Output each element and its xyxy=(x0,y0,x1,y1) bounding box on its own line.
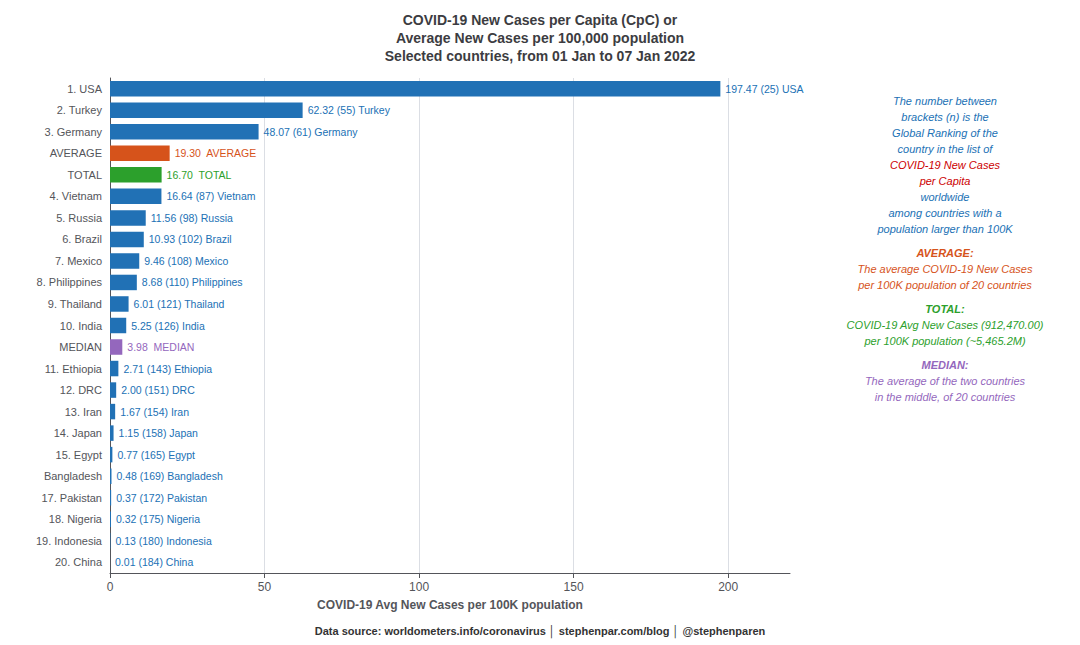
svg-text:TOTAL: TOTAL xyxy=(68,169,102,181)
svg-text:Data source: worldometers.info: Data source: worldometers.info/coronavir… xyxy=(315,624,766,639)
svg-text:16.64 (87) Vietnam: 16.64 (87) Vietnam xyxy=(166,190,255,202)
svg-text:6. Brazil: 6. Brazil xyxy=(62,233,102,245)
svg-text:per 100K population of 20 coun: per 100K population of 20 countries xyxy=(857,279,1032,291)
svg-text:12. DRC: 12. DRC xyxy=(60,384,102,396)
svg-text:3. Germany: 3. Germany xyxy=(45,126,103,138)
svg-text:The average COVID-19 New Cases: The average COVID-19 New Cases xyxy=(858,263,1033,275)
svg-text:2. Turkey: 2. Turkey xyxy=(57,104,103,116)
svg-text:10. India: 10. India xyxy=(60,320,103,332)
svg-text:The number between: The number between xyxy=(893,95,997,107)
svg-text:10.93 (102) Brazil: 10.93 (102) Brazil xyxy=(149,233,232,245)
svg-text:0.32 (175) Nigeria: 0.32 (175) Nigeria xyxy=(116,513,200,525)
svg-text:13. Iran: 13. Iran xyxy=(65,406,102,418)
svg-text:50: 50 xyxy=(258,580,272,594)
svg-text:62.32 (55) Turkey: 62.32 (55) Turkey xyxy=(308,104,391,116)
svg-text:per Capita: per Capita xyxy=(919,175,971,187)
svg-text:48.07 (61) Germany: 48.07 (61) Germany xyxy=(264,126,359,138)
svg-text:6.01 (121) Thailand: 6.01 (121) Thailand xyxy=(134,298,225,310)
svg-text:197.47 (25) USA: 197.47 (25) USA xyxy=(725,83,803,95)
svg-text:COVID-19 Avg New Cases per 100: COVID-19 Avg New Cases per 100K populati… xyxy=(317,598,583,612)
svg-text:11.56 (98) Russia: 11.56 (98) Russia xyxy=(151,212,233,224)
svg-text:150: 150 xyxy=(564,580,584,594)
svg-text:TOTAL:: TOTAL: xyxy=(925,303,965,315)
svg-text:0.01 (184) China: 0.01 (184) China xyxy=(115,556,193,568)
svg-text:brackets (n) is the: brackets (n) is the xyxy=(901,111,988,123)
svg-text:COVID-19 New Cases: COVID-19 New Cases xyxy=(890,159,1001,171)
svg-text:5.25 (126) India: 5.25 (126) India xyxy=(131,320,205,332)
svg-text:country in the list of: country in the list of xyxy=(898,143,994,155)
svg-text:18. Nigeria: 18. Nigeria xyxy=(49,513,103,525)
svg-text:8.68 (110) Philippines: 8.68 (110) Philippines xyxy=(142,276,243,288)
svg-text:0.48 (169) Bangladesh: 0.48 (169) Bangladesh xyxy=(116,470,222,482)
svg-text:0.37 (172) Pakistan: 0.37 (172) Pakistan xyxy=(116,492,207,504)
svg-text:among countries with a: among countries with a xyxy=(888,207,1001,219)
svg-text:AVERAGE: AVERAGE xyxy=(50,147,102,159)
svg-text:population larger than 100K: population larger than 100K xyxy=(876,223,1013,235)
svg-text:11. Ethiopia: 11. Ethiopia xyxy=(45,363,103,375)
svg-text:3.98 MEDIAN: 3.98 MEDIAN xyxy=(127,341,194,353)
svg-text:MEDIAN: MEDIAN xyxy=(59,341,102,353)
svg-text:per 100K population (~5,465.2M: per 100K population (~5,465.2M) xyxy=(863,335,1025,347)
svg-text:Selected countries, from 01 Ja: Selected countries, from 01 Jan to 07 Ja… xyxy=(385,48,696,64)
svg-text:2.00 (151) DRC: 2.00 (151) DRC xyxy=(121,384,195,396)
svg-text:worldwide: worldwide xyxy=(921,191,970,203)
svg-text:16.70 TOTAL: 16.70 TOTAL xyxy=(167,169,232,181)
svg-text:COVID-19 Avg New Cases (912,47: COVID-19 Avg New Cases (912,470.00) xyxy=(847,319,1044,331)
svg-text:8. Philippines: 8. Philippines xyxy=(37,276,103,288)
svg-text:20. China: 20. China xyxy=(55,556,103,568)
svg-text:15. Egypt: 15. Egypt xyxy=(56,449,102,461)
svg-text:2.71 (143) Ethiopia: 2.71 (143) Ethiopia xyxy=(123,363,212,375)
svg-text:Average New Cases per 100,000: Average New Cases per 100,000 population xyxy=(396,30,684,46)
svg-text:1.15 (158) Japan: 1.15 (158) Japan xyxy=(119,427,199,439)
svg-text:MEDIAN:: MEDIAN: xyxy=(921,359,968,371)
svg-text:9.46 (108) Mexico: 9.46 (108) Mexico xyxy=(144,255,228,267)
svg-text:0: 0 xyxy=(107,580,114,594)
svg-text:in the middle, of 20 countries: in the middle, of 20 countries xyxy=(875,391,1016,403)
svg-text:17. Pakistan: 17. Pakistan xyxy=(41,492,102,504)
svg-text:COVID-19 New Cases per Capita: COVID-19 New Cases per Capita (CpC) or xyxy=(403,12,678,28)
svg-text:7. Mexico: 7. Mexico xyxy=(55,255,102,267)
svg-text:The average of the two countri: The average of the two countries xyxy=(865,375,1026,387)
svg-text:0.13 (180) Indonesia: 0.13 (180) Indonesia xyxy=(115,535,211,547)
svg-text:0.77 (165) Egypt: 0.77 (165) Egypt xyxy=(117,449,195,461)
svg-text:9. Thailand: 9. Thailand xyxy=(48,298,102,310)
svg-text:AVERAGE:: AVERAGE: xyxy=(915,247,974,259)
svg-text:19. Indonesia: 19. Indonesia xyxy=(36,535,103,547)
svg-text:Bangladesh: Bangladesh xyxy=(44,470,102,482)
svg-text:1.67 (154) Iran: 1.67 (154) Iran xyxy=(120,406,189,418)
svg-text:100: 100 xyxy=(409,580,429,594)
svg-text:200: 200 xyxy=(718,580,738,594)
svg-text:19.30 AVERAGE: 19.30 AVERAGE xyxy=(175,147,257,159)
svg-text:Global Ranking of the: Global Ranking of the xyxy=(892,127,998,139)
svg-text:4. Vietnam: 4. Vietnam xyxy=(50,190,102,202)
svg-text:5. Russia: 5. Russia xyxy=(56,212,103,224)
svg-text:1. USA: 1. USA xyxy=(67,83,103,95)
svg-text:14. Japan: 14. Japan xyxy=(54,427,102,439)
